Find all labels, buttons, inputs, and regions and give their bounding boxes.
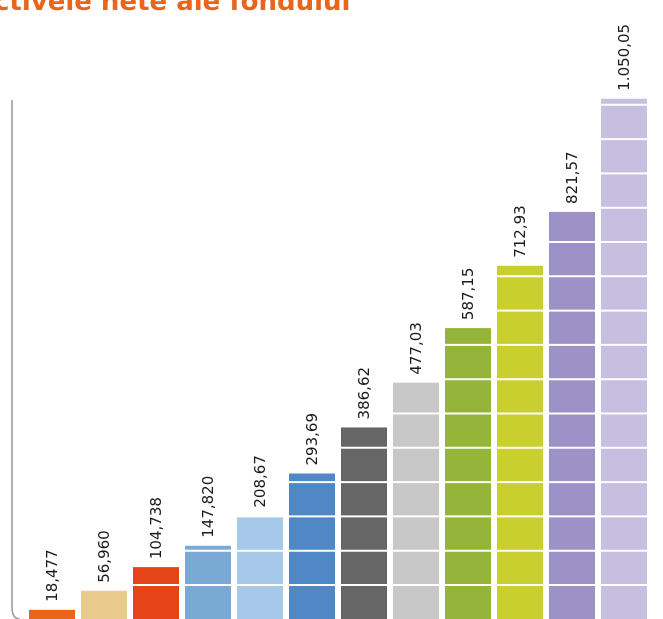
value-label: 821,57 [563,151,581,204]
bar [237,515,283,619]
value-label: 477,03 [407,322,425,375]
bar [601,98,647,619]
chart-title: ctivele nete ale fondului [0,0,350,17]
bar [341,427,387,619]
axis-line [11,100,21,619]
bar [185,545,231,619]
value-label: 1.050,05 [615,24,633,91]
value-label: 208,67 [251,455,269,508]
bar [549,211,595,619]
value-label: 712,93 [511,205,529,258]
value-label: 386,62 [355,367,373,420]
bar [133,567,179,619]
bars [29,98,647,619]
stripes [29,103,647,586]
value-label: 56,960 [95,530,113,583]
bar [393,382,439,619]
bar [445,328,491,619]
bar [497,265,543,619]
bar [81,590,127,619]
labels: 18,477 56,960 104,738 147,820 208,67 293,69 38… [43,24,633,602]
bar [29,609,75,619]
value-label: 104,738 [147,497,165,559]
value-label: 18,477 [43,549,61,602]
value-label: 293,69 [303,413,321,466]
value-label: 147,820 [199,476,217,538]
bar [289,473,335,619]
value-label: 587,15 [459,268,477,321]
